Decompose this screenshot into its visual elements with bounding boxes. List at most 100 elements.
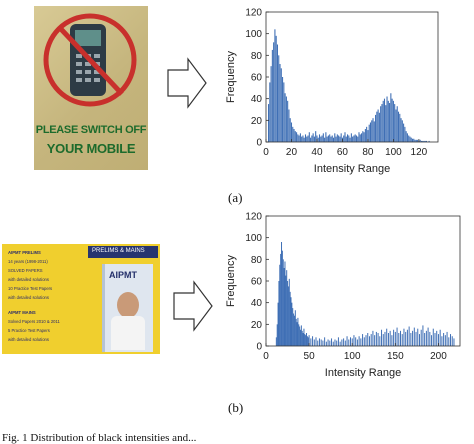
histogram-bar bbox=[345, 136, 347, 142]
histogram-bar bbox=[330, 136, 332, 142]
histogram-a: 0 20 40 60 80 100 120 0 20 40 60 80 100 120 Intensity … bbox=[225, 8, 439, 175]
book-header-band bbox=[88, 246, 158, 258]
book-text-line: with detailed solutions bbox=[8, 337, 49, 342]
histogram-bar bbox=[450, 334, 452, 346]
histogram-bar bbox=[293, 313, 295, 346]
histogram-bar bbox=[332, 137, 335, 142]
histogram-bar bbox=[299, 133, 301, 142]
histogram-bar bbox=[355, 337, 357, 346]
histogram-bar bbox=[384, 331, 386, 346]
histogram-bar bbox=[381, 329, 383, 346]
histogram-bar bbox=[320, 339, 322, 346]
histogram-bar bbox=[313, 339, 315, 346]
histogram-bar bbox=[282, 77, 284, 142]
histogram-bar bbox=[446, 331, 448, 346]
histogram-bar bbox=[293, 315, 295, 346]
histogram-bar bbox=[436, 330, 438, 346]
book-header: PRELIMS & MAINS bbox=[92, 248, 145, 254]
histogram-bar bbox=[432, 328, 434, 346]
histogram-bar bbox=[297, 317, 299, 346]
caption-a: (a) bbox=[228, 190, 243, 205]
histogram-bar bbox=[370, 334, 372, 346]
book-title: AIPMT bbox=[109, 270, 137, 280]
histogram-bar bbox=[287, 281, 289, 346]
histogram-bar bbox=[441, 336, 443, 346]
histogram-bar bbox=[385, 105, 387, 142]
histogram-bar bbox=[367, 333, 369, 346]
histogram-bar bbox=[288, 109, 290, 142]
y-axis-label: Frequency bbox=[225, 255, 237, 307]
phone-screen-icon bbox=[75, 30, 101, 46]
histogram-bar bbox=[331, 338, 333, 346]
histogram-bar bbox=[304, 334, 306, 346]
book-text-line: SOLVED PAPERS bbox=[8, 268, 43, 273]
histogram-bar bbox=[406, 329, 408, 346]
histogram-bar bbox=[290, 297, 292, 346]
x-tick-label: 0 bbox=[263, 147, 269, 158]
histogram-bar bbox=[308, 132, 310, 142]
histogram-bar bbox=[283, 268, 285, 346]
book-cover: AIPMT bbox=[102, 264, 153, 352]
book-text-line: AIPMT PRELIMS bbox=[8, 250, 41, 255]
histogram-bar bbox=[344, 132, 346, 142]
histogram-bar bbox=[386, 96, 388, 142]
histogram-bar bbox=[359, 134, 361, 142]
histogram-bar bbox=[293, 129, 295, 142]
histogram-bar bbox=[308, 335, 310, 346]
book-cover-photo: PRELIMS & MAINS AIPMT AIPMT PRELIMS 14 ye… bbox=[2, 244, 160, 354]
histogram-bar bbox=[429, 331, 431, 346]
book-text-line: with detailed solutions bbox=[8, 277, 49, 282]
histogram-bar bbox=[325, 341, 327, 346]
histogram-bar bbox=[329, 340, 331, 346]
histogram-bar bbox=[318, 134, 321, 142]
histogram-bar bbox=[287, 286, 289, 346]
histogram-bar bbox=[376, 111, 378, 142]
histogram-bar bbox=[423, 140, 425, 142]
histogram-bar bbox=[383, 98, 386, 142]
histogram-bar bbox=[406, 133, 408, 142]
histogram-bar bbox=[349, 337, 351, 346]
histogram-bar bbox=[417, 139, 419, 142]
y-tick-label: 120 bbox=[245, 8, 262, 19]
histogram-bar bbox=[324, 337, 326, 346]
histogram-bar bbox=[398, 333, 400, 346]
prohibition-circle-icon bbox=[43, 13, 137, 107]
histogram-bar bbox=[294, 310, 296, 346]
histogram-bar bbox=[444, 335, 446, 346]
histogram-bar bbox=[394, 104, 396, 142]
histogram-bar bbox=[358, 336, 360, 346]
histogram-bar bbox=[281, 250, 283, 346]
histogram-bar bbox=[280, 253, 282, 346]
histogram-bar bbox=[331, 135, 333, 142]
histogram-bar bbox=[289, 118, 291, 142]
x-tick-label: 120 bbox=[411, 147, 428, 158]
histogram-bar bbox=[419, 139, 421, 142]
histogram-bar bbox=[296, 132, 298, 142]
histogram-bar bbox=[437, 334, 439, 346]
histogram-bar bbox=[371, 120, 373, 142]
histogram-bar bbox=[322, 133, 324, 142]
histogram-bar bbox=[315, 131, 317, 142]
y-tick-label: 80 bbox=[251, 51, 263, 62]
histogram-bar bbox=[389, 103, 391, 142]
histogram-bar bbox=[296, 322, 298, 346]
histogram-bar bbox=[410, 333, 412, 346]
histogram-bar bbox=[278, 281, 280, 346]
histogram-bar bbox=[277, 302, 279, 346]
histogram-bar bbox=[317, 137, 319, 142]
histogram-bar bbox=[341, 339, 343, 346]
histogram-bar bbox=[292, 308, 294, 346]
y-tick-label: 60 bbox=[251, 73, 263, 84]
histogram-bar bbox=[403, 123, 405, 142]
histogram-bar bbox=[453, 338, 455, 346]
histogram-bar bbox=[279, 64, 281, 142]
histogram-bar bbox=[334, 339, 336, 346]
right-arrow-icon bbox=[173, 280, 213, 332]
histogram-bar bbox=[369, 122, 372, 142]
histogram-bar bbox=[418, 334, 420, 346]
histogram-bar bbox=[401, 334, 403, 346]
histogram-bar bbox=[408, 135, 410, 142]
histogram-bar bbox=[316, 135, 318, 142]
histogram-bar bbox=[271, 49, 273, 142]
histogram-bar bbox=[270, 66, 272, 142]
